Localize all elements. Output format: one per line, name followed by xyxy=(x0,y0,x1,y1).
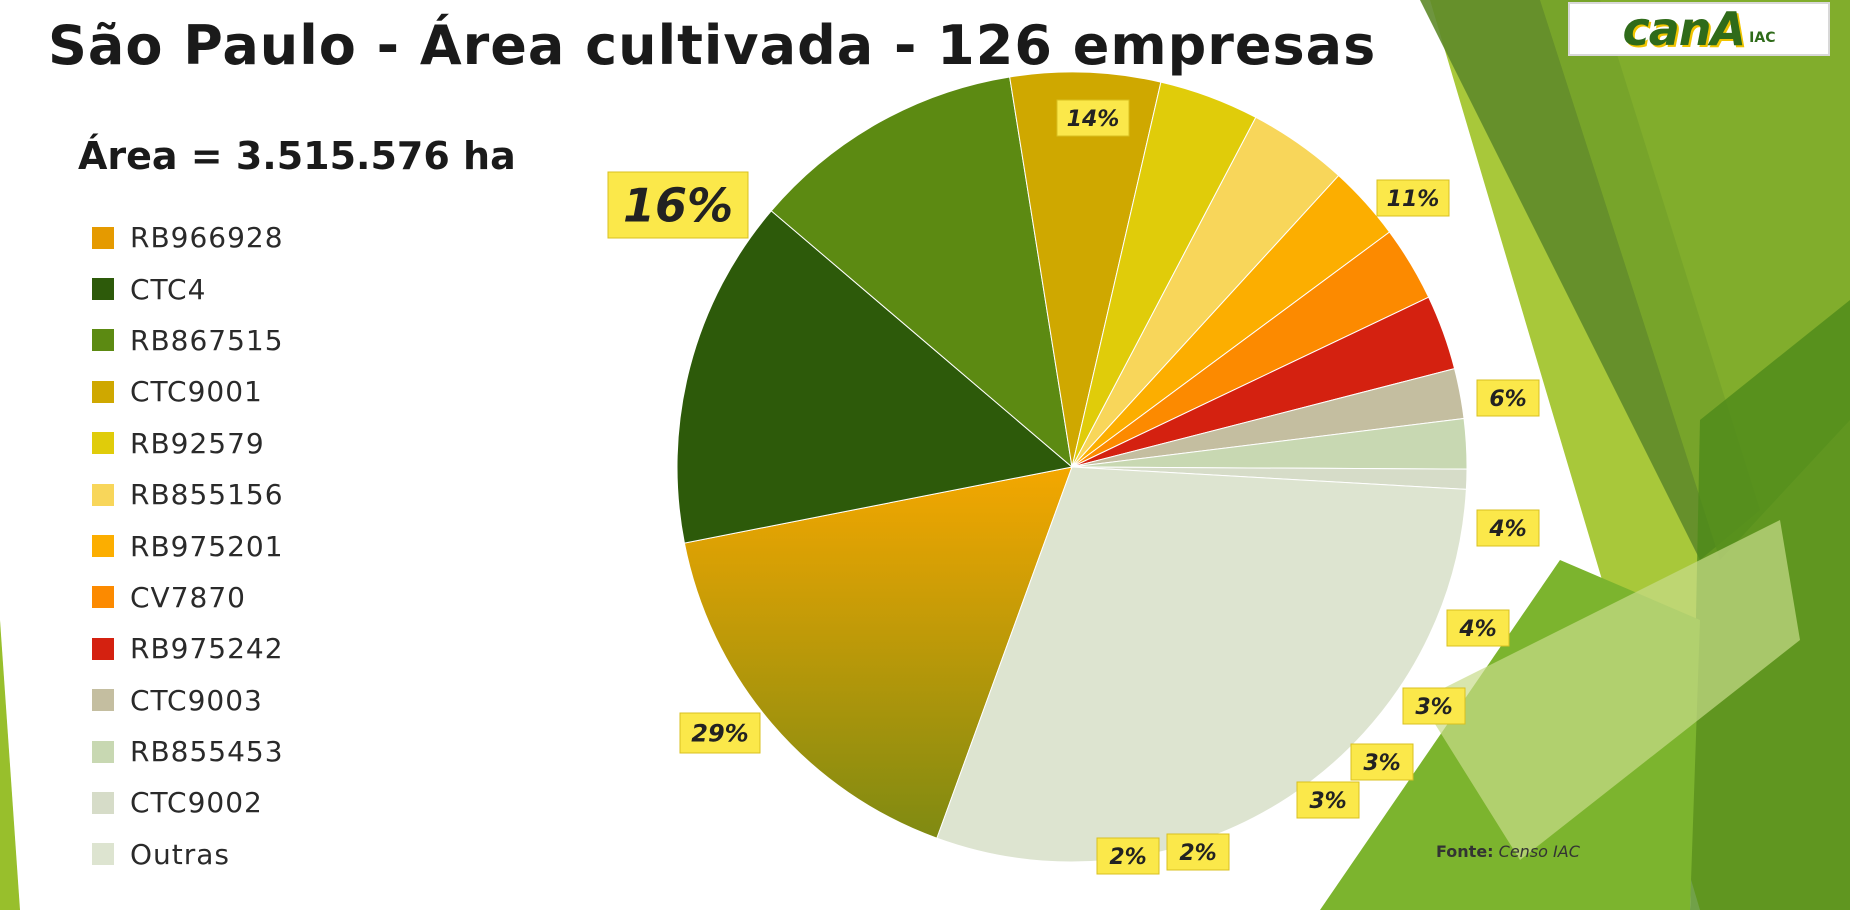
svg-text:6%: 6% xyxy=(1489,387,1526,412)
logo-sub-text: IAC xyxy=(1749,30,1776,46)
logo-text: canA xyxy=(1622,2,1747,56)
legend-label: CV7870 xyxy=(130,580,246,614)
pie-slice-rb966928 xyxy=(683,466,1073,839)
source-value: Censo IAC xyxy=(1498,842,1580,861)
legend-item-rb855453: RB855453 xyxy=(92,726,284,777)
slice-label-ctc4: 14% xyxy=(1056,99,1130,137)
chart-legend: RB966928 CTC4 RB867515 CTC9001 RB92579 RB8551… xyxy=(92,212,284,880)
slice-label-rb975201: 3% xyxy=(1402,687,1466,725)
legend-swatch xyxy=(92,329,114,352)
programa-cana-logo: canA IAC xyxy=(1568,2,1830,56)
legend-item-rb975201: RB975201 xyxy=(92,520,284,571)
legend-label: RB966928 xyxy=(130,221,284,255)
legend-label: RB855156 xyxy=(130,478,284,512)
svg-text:3%: 3% xyxy=(1415,695,1452,720)
slice-label-rb92579: 4% xyxy=(1476,509,1540,547)
legend-swatch xyxy=(92,380,114,403)
svg-text:11%: 11% xyxy=(1387,187,1440,212)
pie-slices xyxy=(676,71,1468,863)
slice-label-outras: 29% xyxy=(679,712,761,754)
legend-item-rb975242: RB975242 xyxy=(92,623,284,674)
svg-text:3%: 3% xyxy=(1309,789,1346,814)
legend-label: RB855453 xyxy=(130,735,284,769)
legend-swatch xyxy=(92,637,114,660)
legend-swatch xyxy=(92,791,114,814)
svg-text:4%: 4% xyxy=(1488,517,1526,542)
svg-text:16%: 16% xyxy=(623,179,733,233)
legend-label: RB975242 xyxy=(130,632,284,666)
slice-label-ctc9003: 2% xyxy=(1166,833,1230,871)
legend-item-ctc9002: CTC9002 xyxy=(92,777,284,828)
svg-text:2%: 2% xyxy=(1109,845,1146,870)
legend-swatch xyxy=(92,226,114,249)
pie-slice-ctc4 xyxy=(676,210,1074,544)
pie-slice-rb867515 xyxy=(770,76,1073,469)
legend-item-cv7870: CV7870 xyxy=(92,572,284,623)
slice-label-rb855453: 2% xyxy=(1096,837,1160,875)
legend-item-outras: Outras xyxy=(92,829,284,880)
pie-labels: 16% 14% 11% 6% 4% 4% 3% 3% 3% 2% 2% 29% xyxy=(607,99,1540,875)
pie-slice-outras xyxy=(936,466,1467,863)
slice-label-rb975242: 3% xyxy=(1296,781,1360,819)
slice-label-rb855156: 4% xyxy=(1446,609,1510,647)
legend-item-rb966928: RB966928 xyxy=(92,212,284,263)
slice-label-ctc9001: 6% xyxy=(1476,379,1540,417)
legend-swatch xyxy=(92,586,114,609)
legend-label: RB92579 xyxy=(130,426,265,460)
legend-label: CTC4 xyxy=(130,272,207,306)
slice-label-cv7870: 3% xyxy=(1350,743,1414,781)
chart-title: São Paulo - Área cultivada - 126 empresa… xyxy=(48,14,1377,77)
legend-label: CTC9002 xyxy=(130,786,263,820)
legend-label: CTC9003 xyxy=(130,683,263,717)
slice-label-rb966928: 16% xyxy=(607,171,749,239)
legend-swatch xyxy=(92,278,114,301)
legend-item-rb867515: RB867515 xyxy=(92,315,284,366)
legend-label: RB867515 xyxy=(130,323,284,357)
legend-swatch xyxy=(92,483,114,506)
svg-text:4%: 4% xyxy=(1458,617,1496,642)
legend-label: Outras xyxy=(130,837,231,871)
legend-swatch xyxy=(92,843,114,866)
svg-text:2%: 2% xyxy=(1179,841,1216,866)
legend-swatch xyxy=(92,740,114,763)
legend-item-rb92579: RB92579 xyxy=(92,418,284,469)
legend-item-rb855156: RB855156 xyxy=(92,469,284,520)
legend-item-ctc9001: CTC9001 xyxy=(92,366,284,417)
svg-text:3%: 3% xyxy=(1363,751,1400,776)
svg-text:14%: 14% xyxy=(1067,107,1120,132)
legend-swatch xyxy=(92,689,114,712)
area-total: Área = 3.515.576 ha xyxy=(78,134,516,178)
legend-item-ctc9003: CTC9003 xyxy=(92,675,284,726)
pie-slice-ctc9001 xyxy=(1009,71,1162,468)
legend-swatch xyxy=(92,535,114,558)
legend-label: RB975201 xyxy=(130,529,284,563)
source-note: Fonte: Censo IAC xyxy=(1436,842,1580,861)
legend-item-ctc4: CTC4 xyxy=(92,263,284,314)
source-label: Fonte: xyxy=(1436,842,1494,861)
slice-label-rb867515: 11% xyxy=(1376,179,1450,217)
legend-label: CTC9001 xyxy=(130,375,263,409)
legend-swatch xyxy=(92,432,114,455)
svg-text:29%: 29% xyxy=(691,720,748,748)
